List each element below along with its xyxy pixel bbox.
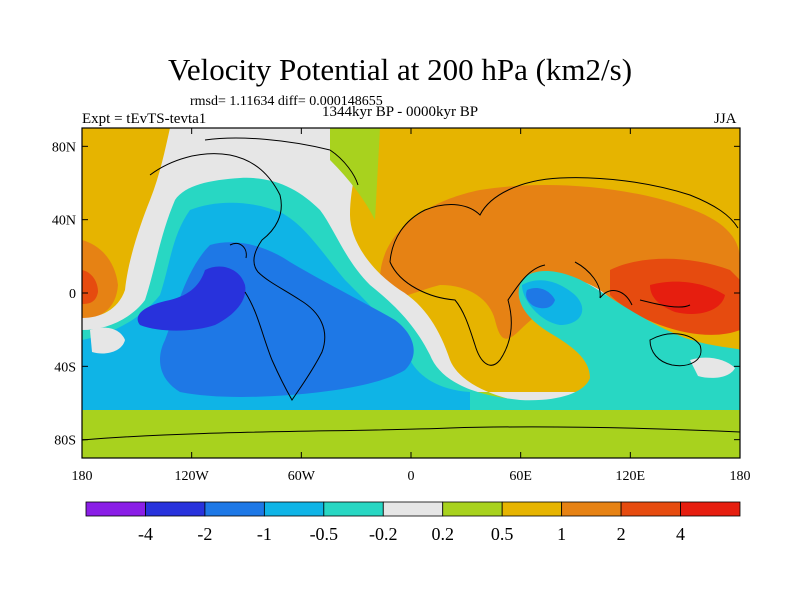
colorbar-swatch: [382, 501, 444, 517]
colorbar-label: -1: [257, 524, 272, 544]
colorbar-swatch: [323, 501, 384, 517]
colorbar-swatch: [145, 501, 206, 517]
colorbar-swatch: [561, 501, 622, 517]
colorbar-swatch: [620, 501, 681, 517]
lon-label: 60E: [509, 469, 532, 484]
colorbar-swatch: [501, 501, 563, 517]
colorbar-label: -0.5: [310, 524, 339, 544]
map-title: Velocity Potential at 200 hPa (km2/s): [167, 52, 633, 87]
lat-label: 40N: [52, 214, 76, 229]
lon-label: 120E: [616, 469, 646, 484]
lat-label: 40S: [54, 360, 76, 375]
lat-label: 80N: [52, 140, 76, 155]
colorbar-label: 2: [617, 524, 626, 544]
lon-label: 180: [730, 469, 751, 484]
colorbar: -4 -2 -1 -0.5 -0.2 0.2 0.5 1 2 4: [85, 501, 741, 544]
experiment-label: Expt = tEvTS-tevta1: [82, 111, 207, 127]
colorbar-swatch: [85, 501, 146, 517]
colorbar-swatch: [442, 501, 503, 517]
colorbar-swatch: [204, 501, 265, 517]
rmsd-diff-stats: rmsd= 1.11634 diff= 0.000148655: [190, 94, 383, 109]
colorbar-swatch: [680, 501, 741, 517]
longitude-axis: 180 120W 60W 0 60E 120E 180: [72, 128, 751, 484]
lon-label: 180: [72, 469, 93, 484]
lat-label: 0: [69, 287, 76, 302]
contour-field: [82, 128, 740, 458]
colorbar-label: -0.2: [369, 524, 398, 544]
colorbar-label: 0.5: [491, 524, 514, 544]
colorbar-label: -4: [138, 524, 153, 544]
lat-label: 80S: [54, 434, 76, 449]
colorbar-label: 0.2: [431, 524, 454, 544]
season-label: JJA: [714, 111, 737, 127]
colorbar-label: 1: [557, 524, 566, 544]
coastlines: [82, 137, 740, 441]
colorbar-swatch: [263, 501, 325, 517]
latitude-axis: 80N 40N 0 40S 80S: [52, 140, 740, 449]
time-period-label: 1344kyr BP - 0000kyr BP: [322, 104, 479, 120]
lon-label: 60W: [288, 469, 316, 484]
lon-label: 120W: [175, 469, 210, 484]
contour-region-neg2-neg4: [137, 266, 246, 331]
lon-label: 0: [408, 469, 415, 484]
colorbar-label: 4: [676, 524, 685, 544]
colorbar-label: -2: [197, 524, 212, 544]
